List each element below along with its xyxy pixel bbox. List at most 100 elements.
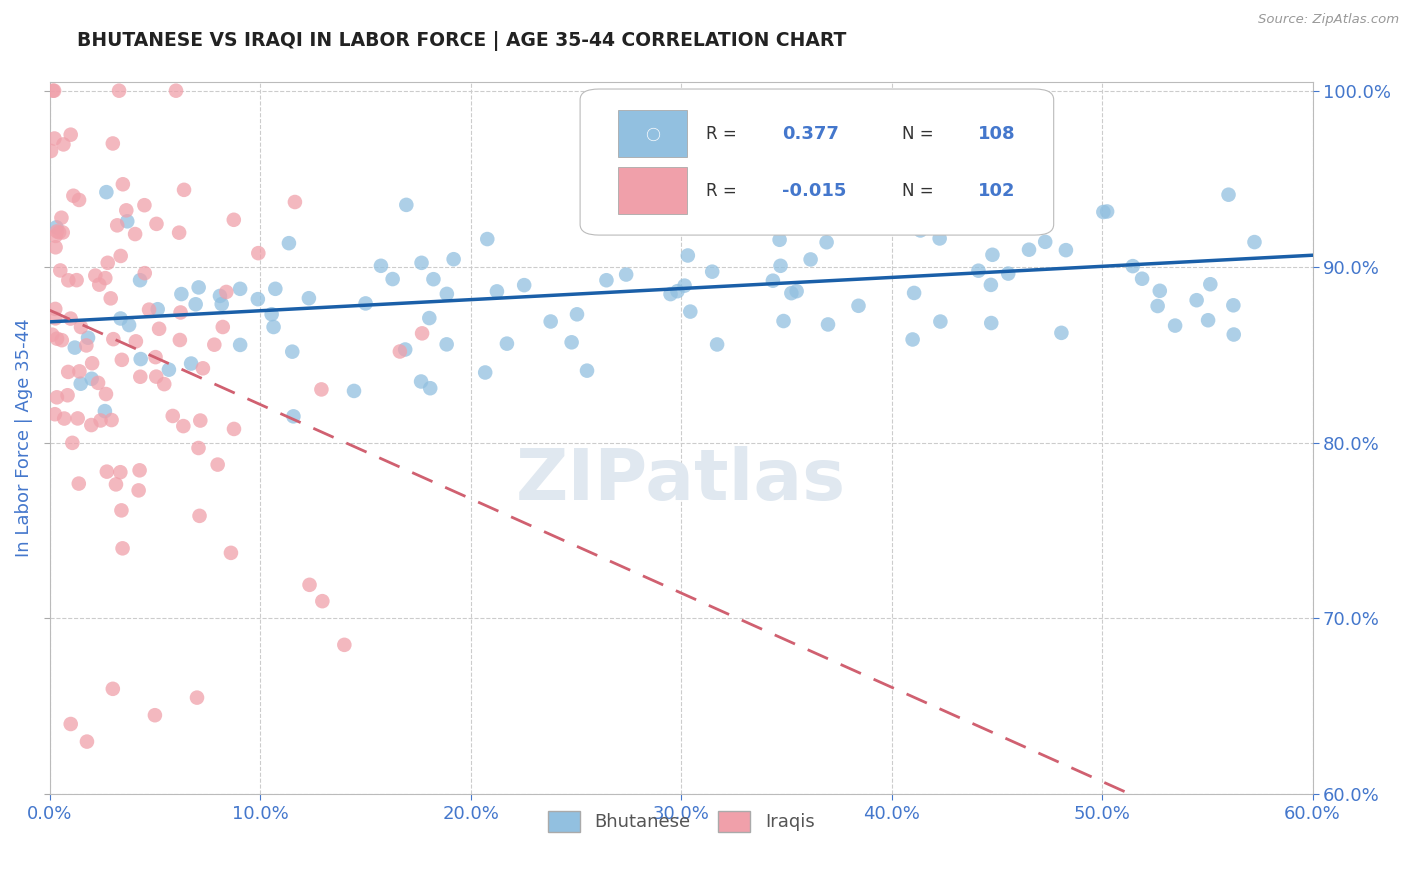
Text: 0.377: 0.377 bbox=[782, 125, 839, 143]
Point bbox=[173, 183, 195, 197]
Point bbox=[1130, 271, 1153, 285]
Point bbox=[191, 361, 214, 376]
Point bbox=[110, 465, 132, 479]
Point bbox=[115, 203, 138, 218]
Point bbox=[264, 282, 287, 296]
Point bbox=[65, 273, 87, 287]
Point bbox=[1185, 293, 1208, 308]
Point bbox=[51, 211, 73, 225]
Point bbox=[111, 352, 134, 367]
Point bbox=[42, 84, 65, 98]
Legend: Bhutanese, Iraqis: Bhutanese, Iraqis bbox=[540, 804, 821, 838]
Point bbox=[984, 180, 1007, 194]
Point bbox=[202, 337, 225, 351]
Point bbox=[145, 350, 167, 364]
Point bbox=[75, 338, 97, 352]
Point bbox=[769, 259, 792, 273]
Point bbox=[981, 248, 1004, 262]
Point bbox=[496, 336, 519, 351]
FancyBboxPatch shape bbox=[581, 89, 1053, 235]
Point bbox=[97, 256, 120, 270]
Point bbox=[170, 287, 193, 301]
Point bbox=[51, 333, 73, 347]
Point bbox=[260, 307, 283, 321]
Point bbox=[49, 263, 72, 277]
Point bbox=[44, 407, 66, 421]
Point bbox=[1197, 313, 1219, 327]
Point bbox=[117, 214, 139, 228]
Point bbox=[128, 483, 150, 498]
Point bbox=[817, 318, 839, 332]
Point bbox=[333, 638, 356, 652]
Point bbox=[145, 369, 167, 384]
Point bbox=[960, 219, 983, 233]
Point bbox=[207, 458, 229, 472]
Point bbox=[56, 388, 79, 402]
Point bbox=[101, 136, 124, 151]
Point bbox=[1222, 298, 1244, 312]
Point bbox=[780, 286, 803, 301]
Bar bbox=[619, 111, 688, 157]
Point bbox=[101, 681, 124, 696]
Point bbox=[184, 297, 207, 311]
Point bbox=[1054, 243, 1077, 257]
Point bbox=[702, 265, 724, 279]
Point bbox=[169, 305, 191, 319]
Point bbox=[138, 302, 160, 317]
Point bbox=[100, 291, 122, 305]
Point bbox=[643, 166, 665, 180]
Point bbox=[165, 84, 187, 98]
Point bbox=[211, 320, 233, 334]
Point bbox=[263, 320, 285, 334]
Point bbox=[110, 503, 132, 517]
Point bbox=[48, 225, 70, 239]
Text: Source: ZipAtlas.com: Source: ZipAtlas.com bbox=[1258, 13, 1399, 27]
Point bbox=[128, 463, 150, 477]
Point bbox=[929, 314, 952, 328]
Point bbox=[111, 178, 134, 192]
Point bbox=[60, 435, 83, 450]
Point bbox=[283, 409, 305, 424]
Point bbox=[45, 390, 67, 404]
Point bbox=[172, 419, 194, 434]
Point bbox=[370, 259, 392, 273]
Point bbox=[208, 289, 231, 303]
Point bbox=[105, 219, 128, 233]
Text: N =: N = bbox=[903, 125, 939, 143]
Point bbox=[1018, 243, 1040, 257]
Point bbox=[436, 337, 458, 351]
Point bbox=[848, 299, 870, 313]
Point bbox=[418, 311, 440, 326]
Point bbox=[436, 286, 458, 301]
Point bbox=[52, 137, 75, 152]
Point bbox=[762, 274, 785, 288]
Point bbox=[443, 252, 465, 267]
Point bbox=[67, 364, 90, 378]
Point bbox=[134, 198, 156, 212]
Point bbox=[153, 377, 176, 392]
Point bbox=[219, 546, 242, 560]
Point bbox=[901, 333, 924, 347]
Point bbox=[80, 372, 103, 386]
Point bbox=[980, 277, 1002, 292]
Point bbox=[1146, 299, 1168, 313]
Point bbox=[666, 284, 689, 298]
Point bbox=[66, 411, 89, 425]
Point bbox=[70, 320, 93, 334]
Point bbox=[1199, 277, 1222, 292]
Point bbox=[1149, 284, 1171, 298]
Point bbox=[94, 387, 117, 401]
Point bbox=[188, 413, 211, 427]
Point bbox=[641, 138, 664, 153]
Point bbox=[67, 476, 90, 491]
Point bbox=[1122, 259, 1144, 273]
Point bbox=[724, 201, 747, 215]
Point bbox=[281, 344, 304, 359]
Point bbox=[1218, 187, 1240, 202]
Point bbox=[395, 198, 418, 212]
Point bbox=[162, 409, 184, 423]
Point bbox=[394, 343, 416, 357]
Point bbox=[786, 284, 808, 298]
Point bbox=[44, 311, 66, 326]
Point bbox=[180, 357, 202, 371]
